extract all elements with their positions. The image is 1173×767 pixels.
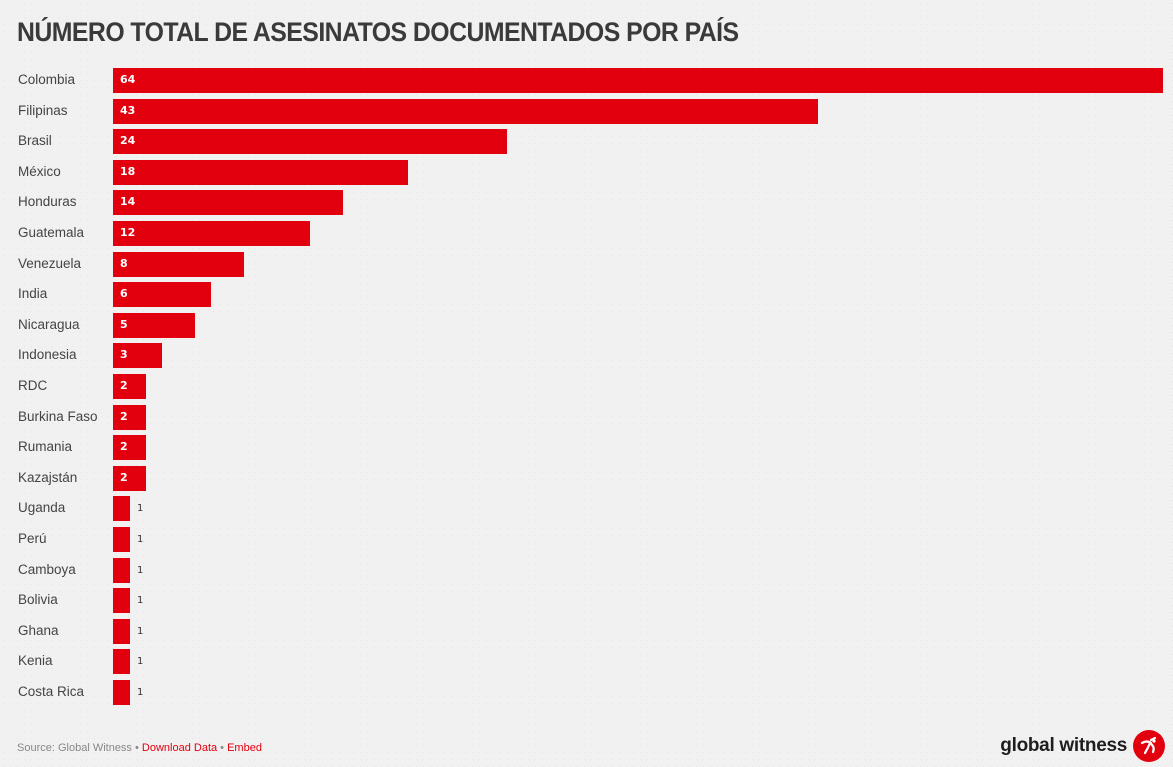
bar[interactable]: 24 xyxy=(113,129,507,155)
category-label: Honduras xyxy=(18,194,77,210)
bar-row: Burkina Faso 2 xyxy=(0,404,1173,431)
global-witness-figure-icon xyxy=(1133,730,1165,762)
value-label: 1 xyxy=(137,503,144,515)
value-label: 1 xyxy=(137,625,144,637)
global-witness-logo[interactable]: global witness xyxy=(1000,730,1165,762)
category-label: Colombia xyxy=(18,72,76,87)
value-label: 8 xyxy=(120,256,128,270)
value-label: 64 xyxy=(120,73,136,86)
value-label: 2 xyxy=(120,470,128,484)
bar[interactable]: 18 xyxy=(113,159,409,185)
bar[interactable] xyxy=(113,618,130,644)
footer: Source: Global Witness • Download Data •… xyxy=(17,742,262,754)
bar-row: Rumania 2 xyxy=(0,435,1173,461)
category-label: Rumania xyxy=(18,439,73,455)
bar-row: Bolivia 1 xyxy=(0,588,1173,614)
bar[interactable]: 64 xyxy=(113,68,1163,93)
bar[interactable]: 43 xyxy=(113,98,819,124)
category-label: Venezuela xyxy=(18,255,82,271)
bar-row: Indonesia 3 xyxy=(0,343,1173,369)
bar[interactable] xyxy=(113,557,130,583)
embed-link[interactable]: Embed xyxy=(227,742,262,754)
bar[interactable]: 8 xyxy=(113,251,245,277)
bar-row: Honduras 14 xyxy=(0,190,1173,216)
bar-row: Brasil 24 xyxy=(0,129,1173,155)
value-label: 2 xyxy=(120,379,128,392)
category-label: Bolivia xyxy=(18,592,58,608)
download-data-link[interactable]: Download Data xyxy=(141,742,218,754)
bar[interactable]: 5 xyxy=(113,312,196,338)
value-label: 1 xyxy=(137,656,144,668)
bar[interactable]: 12 xyxy=(113,221,310,246)
value-label: 2 xyxy=(120,440,128,454)
bar-row: Venezuela 8 xyxy=(0,251,1173,278)
category-label: Ghana xyxy=(18,622,59,638)
bar-row: RDC 2 xyxy=(0,374,1173,400)
value-label: 1 xyxy=(137,534,144,545)
bar-row: Camboya 1 xyxy=(0,557,1173,584)
value-label: 1 xyxy=(137,595,144,607)
bar-row: Kazajstán 2 xyxy=(0,465,1173,492)
bar[interactable]: 3 xyxy=(113,343,163,369)
category-label: Nicaragua xyxy=(18,316,80,332)
category-label: México xyxy=(18,163,61,179)
bar[interactable] xyxy=(113,588,130,614)
value-label: 43 xyxy=(120,103,136,117)
bar-row: Ghana 1 xyxy=(0,618,1173,645)
value-label: 24 xyxy=(120,134,136,148)
category-label: Kazajstán xyxy=(18,469,78,485)
category-label: Indonesia xyxy=(18,347,77,363)
bar-row: India 6 xyxy=(0,282,1173,308)
category-label: Burkina Faso xyxy=(18,408,98,424)
value-label: 3 xyxy=(120,348,128,362)
bar-row: Uganda 1 xyxy=(0,496,1173,522)
bar[interactable]: 2 xyxy=(113,465,146,491)
chart-title: NÚMERO TOTAL DE ASESINATOS DOCUMENTADOS … xyxy=(17,17,739,47)
value-label: 14 xyxy=(120,195,136,209)
category-label: Camboya xyxy=(18,561,76,577)
logo-text: global witness xyxy=(1000,735,1127,756)
bar-row: Nicaragua 5 xyxy=(0,312,1173,339)
bar-row: Filipinas 43 xyxy=(0,98,1173,125)
category-label: Costa Rica xyxy=(18,684,85,699)
bar[interactable] xyxy=(113,496,130,522)
category-label: Perú xyxy=(18,531,47,546)
category-label: Filipinas xyxy=(18,102,68,118)
value-label: 1 xyxy=(137,687,144,698)
bar-row: Guatemala 12 xyxy=(0,221,1173,247)
category-label: Kenia xyxy=(18,653,53,669)
category-label: Brasil xyxy=(18,133,52,149)
value-label: 12 xyxy=(120,226,136,239)
bar[interactable]: 2 xyxy=(113,374,146,399)
separator: • xyxy=(131,742,142,754)
bar[interactable] xyxy=(113,680,130,705)
bar-row: Costa Rica 1 xyxy=(0,680,1173,706)
value-label: 2 xyxy=(120,409,128,423)
value-label: 1 xyxy=(137,564,144,576)
bar[interactable] xyxy=(113,649,130,675)
separator: • xyxy=(217,742,228,754)
category-label: Uganda xyxy=(18,500,66,516)
bar[interactable]: 14 xyxy=(113,190,343,216)
value-label: 5 xyxy=(120,317,128,331)
value-label: 6 xyxy=(120,287,128,301)
bar-row: México 18 xyxy=(0,159,1173,186)
category-label: RDC xyxy=(18,378,48,393)
bar-row: Kenia 1 xyxy=(0,649,1173,675)
source-text: Source: Global Witness xyxy=(17,742,132,754)
category-label: Guatemala xyxy=(18,225,85,240)
bar-row: Perú 1 xyxy=(0,527,1173,553)
bar[interactable] xyxy=(113,527,130,552)
bar[interactable]: 2 xyxy=(113,435,146,461)
value-label: 18 xyxy=(120,164,136,178)
bar[interactable]: 2 xyxy=(113,404,146,430)
bar-chart: Colombia 64 Filipinas 43 Brasil 24 México 18 Hon… xyxy=(0,68,1173,706)
bar-row: Colombia 64 xyxy=(0,68,1173,94)
category-label: India xyxy=(18,286,48,302)
bar[interactable]: 6 xyxy=(113,282,212,308)
